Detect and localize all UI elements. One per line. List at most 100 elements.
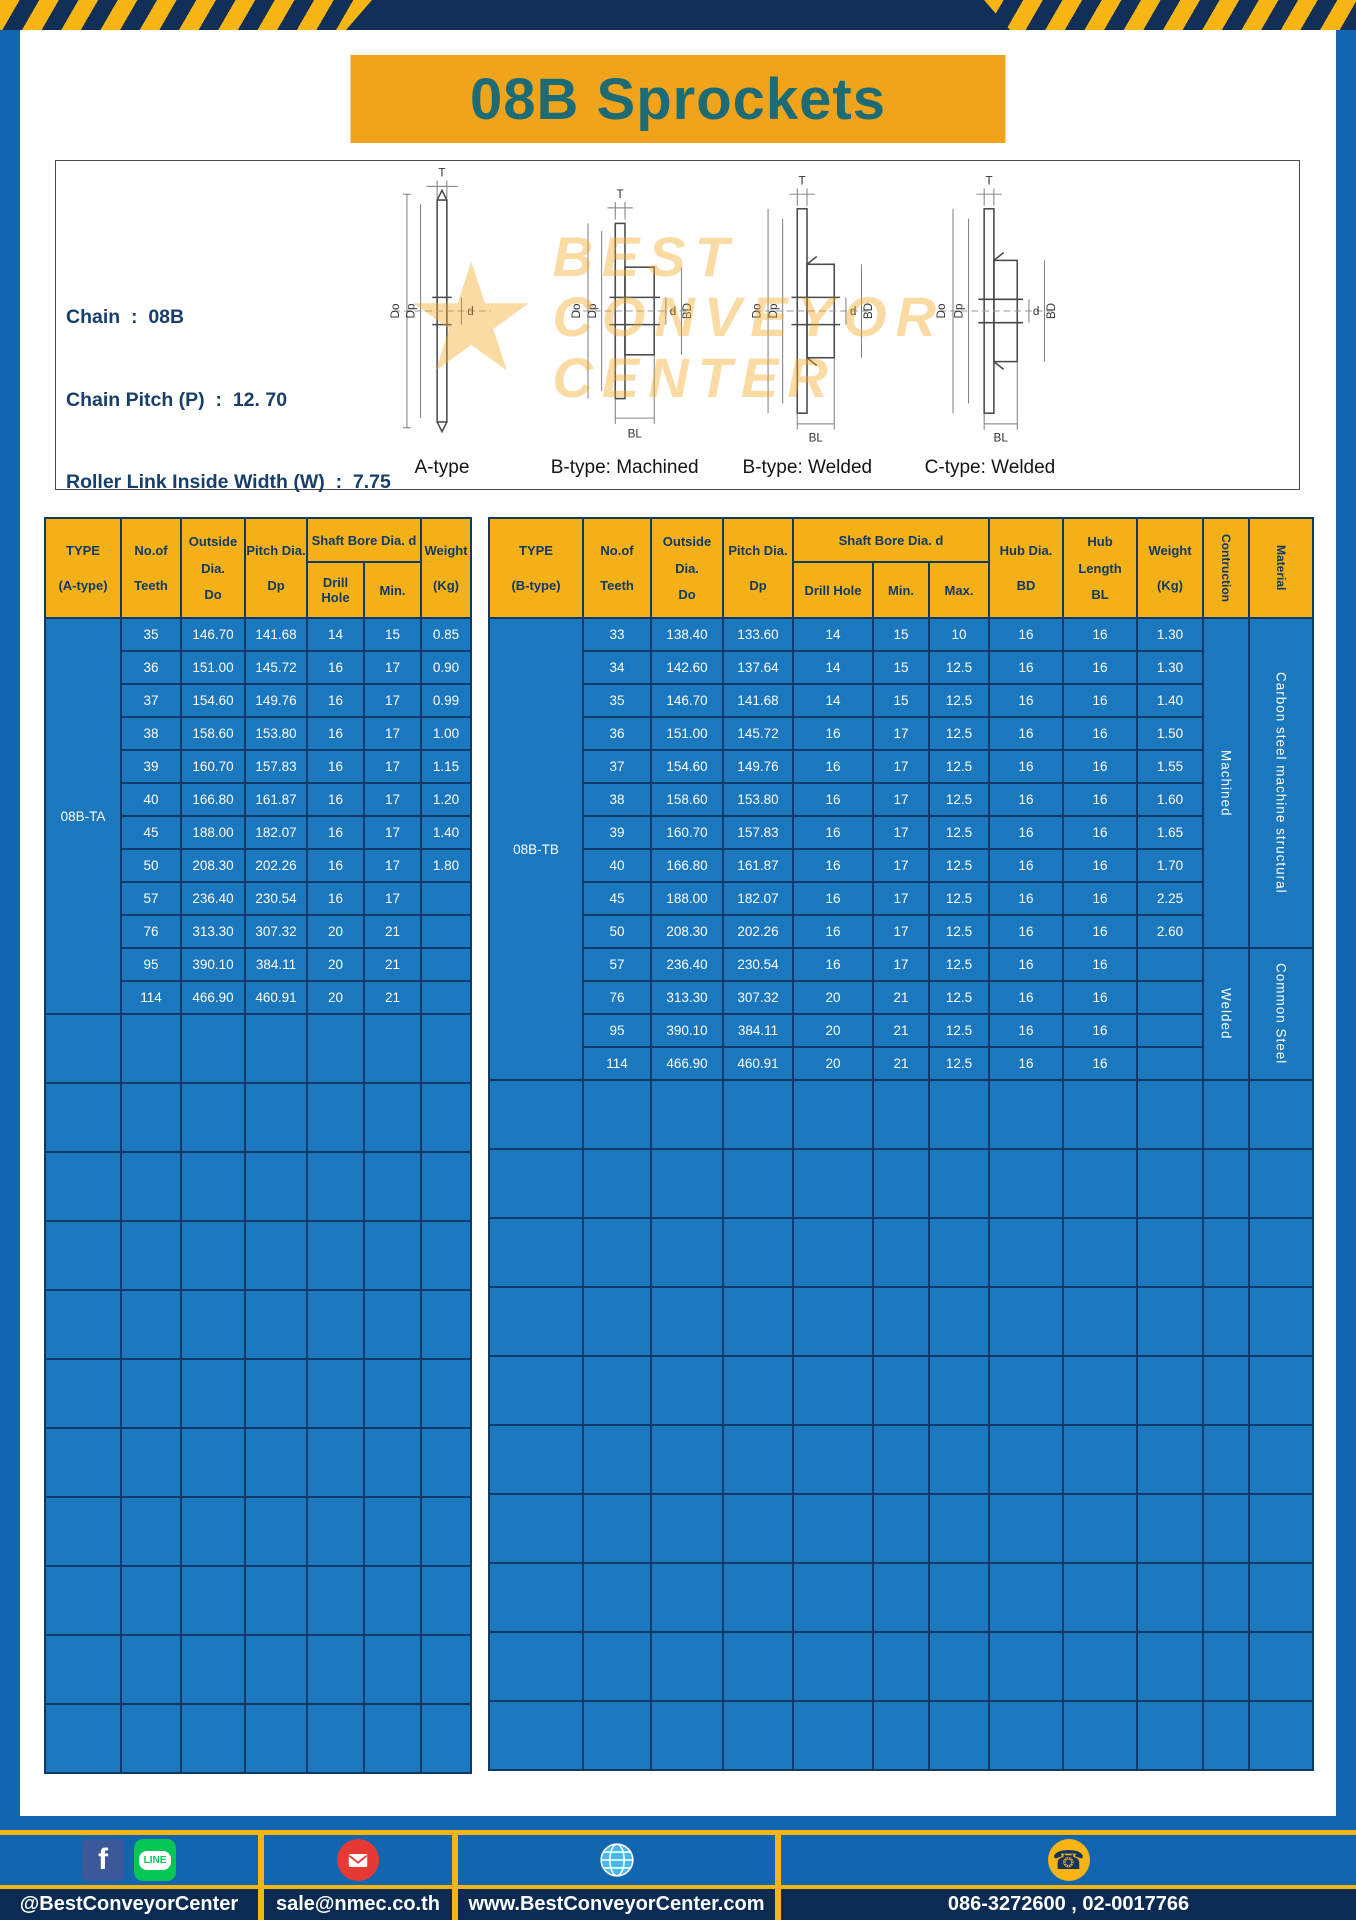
svg-text:BL: BL: [627, 428, 642, 441]
footer: f LINE @BestConveyorCenter sale@nmec.co.…: [0, 1816, 1356, 1920]
data-cell: 114: [582, 1046, 652, 1081]
data-cell: 188.00: [180, 815, 246, 850]
empty-cell: [582, 1079, 652, 1150]
svg-text:BD: BD: [1045, 303, 1058, 319]
phone-icon[interactable]: ☎: [1047, 1839, 1090, 1881]
svg-text:BD: BD: [863, 303, 876, 319]
data-cell: 16: [988, 1046, 1065, 1081]
empty-cell: [1136, 1631, 1205, 1702]
data-cell: 21: [872, 1046, 930, 1081]
empty-row: [488, 1355, 1315, 1426]
empty-cell: [488, 1148, 584, 1219]
data-cell: 14: [306, 617, 365, 652]
data-cell: 39: [120, 749, 182, 784]
line-icon[interactable]: LINE: [134, 1839, 176, 1881]
empty-cell: [1202, 1700, 1251, 1771]
data-cell: 57: [120, 881, 182, 916]
data-cell: 145.72: [722, 716, 794, 751]
empty-cell: [180, 1289, 246, 1360]
empty-row: [488, 1700, 1315, 1771]
empty-cell: [244, 1703, 308, 1774]
table-row: 39 160.70 157.83 16 17 1.15: [45, 749, 472, 784]
facebook-icon[interactable]: f: [82, 1839, 124, 1881]
empty-cell: [1248, 1079, 1315, 1150]
empty-cell: [792, 1493, 874, 1564]
data-cell: 20: [306, 947, 365, 982]
empty-cell: [1062, 1424, 1139, 1495]
empty-cell: [363, 1220, 422, 1291]
table-row: 95 390.10 384.11 20 21: [45, 947, 472, 982]
empty-cell: [1202, 1493, 1251, 1564]
data-cell: 21: [363, 947, 422, 982]
footer-section-website: www.BestConveyorCenter.com: [452, 1835, 775, 1920]
data-cell: 16: [306, 848, 365, 883]
page-title: 08B Sprockets: [470, 66, 886, 132]
col-header-teeth: No.of Teeth: [120, 517, 182, 619]
data-cell: 16: [988, 650, 1065, 685]
empty-cell: [988, 1148, 1065, 1219]
data-cell: 188.00: [650, 881, 724, 916]
col-header-drill-hole: Drill Hole: [792, 561, 874, 619]
data-cell: 12.5: [927, 1013, 991, 1048]
table-row: 76 313.30 307.32 20 21: [45, 914, 472, 949]
empty-cell: [180, 1151, 246, 1222]
footer-divider-line: [0, 1830, 1356, 1835]
data-cell: 16: [988, 848, 1065, 883]
svg-text:Dp: Dp: [953, 304, 966, 319]
phone-numbers[interactable]: 086-3272600 , 02-0017766: [781, 1885, 1356, 1920]
sprocket-table-b-type: TYPE (B-type) No.of Teeth Outside Dia. Do Pi…: [488, 517, 1315, 1771]
data-cell: 158.60: [180, 716, 246, 751]
empty-cell: [363, 1634, 422, 1705]
email-address[interactable]: sale@nmec.co.th: [264, 1885, 452, 1920]
data-cell: 16: [988, 881, 1065, 916]
empty-row: [44, 1703, 472, 1774]
data-cell: [420, 980, 472, 1015]
data-cell: 16: [306, 716, 365, 751]
empty-cell: [44, 1082, 122, 1153]
data-cell: 12.5: [927, 782, 991, 817]
empty-cell: [1202, 1217, 1251, 1288]
data-cell: 157.83: [244, 749, 308, 784]
empty-cell: [420, 1496, 472, 1567]
data-cell: 1.30: [1136, 617, 1205, 652]
data-cell: 17: [872, 914, 930, 949]
empty-row: [44, 1358, 472, 1429]
data-cell: 16: [988, 782, 1065, 817]
table-row: 36 151.00 145.72 16 17 0.90: [45, 650, 472, 685]
data-cell: 133.60: [722, 617, 794, 652]
email-icon[interactable]: [337, 1839, 379, 1881]
data-cell: 12.5: [927, 650, 991, 685]
svg-text:Do: Do: [389, 304, 402, 319]
material-value: Carbon steel machine structural: [1248, 617, 1315, 949]
data-cell: 157.83: [722, 815, 794, 850]
data-cell: 12.5: [927, 815, 991, 850]
empty-cell: [792, 1148, 874, 1219]
col-header-pitch-dia: Pitch Dia. Dp: [722, 517, 794, 619]
data-cell: 38: [120, 716, 182, 751]
svg-text:T: T: [799, 174, 806, 187]
empty-cell: [120, 1565, 182, 1636]
col-header-weight: Weight (Kg): [1136, 517, 1205, 619]
data-cell: 20: [306, 914, 365, 949]
empty-cell: [1202, 1355, 1251, 1426]
data-cell: 236.40: [180, 881, 246, 916]
empty-cell: [872, 1217, 930, 1288]
data-cell: 17: [872, 782, 930, 817]
table-row: 50 208.30 202.26 16 17 1.80: [45, 848, 472, 883]
website-url[interactable]: www.BestConveyorCenter.com: [458, 1885, 775, 1920]
empty-cell: [722, 1286, 794, 1357]
data-cell: 12.5: [927, 1046, 991, 1081]
globe-icon[interactable]: [596, 1839, 638, 1881]
col-header-drill-hole: Drill Hole: [306, 561, 365, 619]
empty-row: [44, 1565, 472, 1636]
empty-cell: [420, 1703, 472, 1774]
svg-text:Do: Do: [570, 304, 583, 319]
data-cell: 1.60: [1136, 782, 1205, 817]
empty-cell: [488, 1562, 584, 1633]
empty-cell: [650, 1079, 724, 1150]
facebook-handle[interactable]: @BestConveyorCenter: [0, 1885, 258, 1920]
empty-cell: [120, 1427, 182, 1498]
data-cell: 145.72: [244, 650, 308, 685]
data-cell: 12.5: [927, 980, 991, 1015]
data-cell: 17: [363, 716, 422, 751]
